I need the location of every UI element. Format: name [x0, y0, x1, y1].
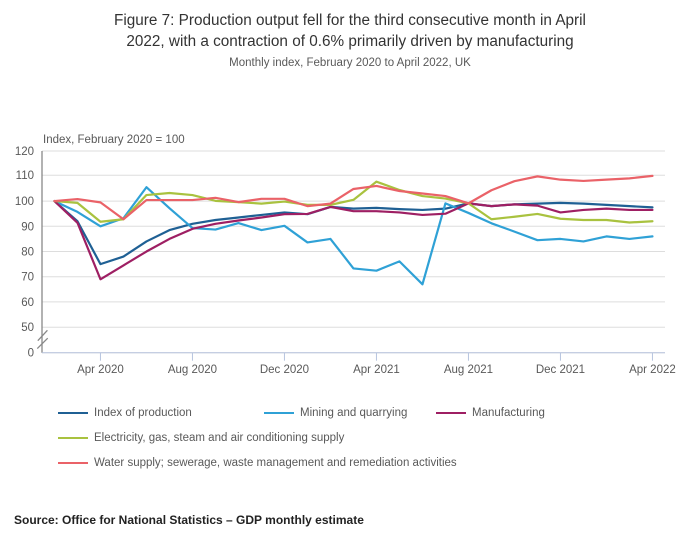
svg-text:Aug 2020: Aug 2020 — [168, 364, 217, 376]
svg-text:50: 50 — [21, 322, 34, 334]
svg-text:0: 0 — [28, 348, 34, 360]
svg-text:120: 120 — [15, 146, 34, 158]
svg-text:Apr 2020: Apr 2020 — [77, 364, 124, 376]
svg-text:90: 90 — [21, 221, 34, 233]
svg-text:Dec 2021: Dec 2021 — [536, 364, 585, 376]
svg-text:100: 100 — [15, 196, 34, 208]
svg-text:80: 80 — [21, 247, 34, 259]
svg-text:Apr 2021: Apr 2021 — [353, 364, 400, 376]
svg-text:60: 60 — [21, 297, 34, 309]
svg-text:Apr 2022: Apr 2022 — [629, 364, 676, 376]
svg-text:Aug 2021: Aug 2021 — [444, 364, 493, 376]
svg-text:70: 70 — [21, 272, 34, 284]
svg-text:110: 110 — [16, 170, 34, 182]
svg-text:Dec 2020: Dec 2020 — [260, 364, 309, 376]
